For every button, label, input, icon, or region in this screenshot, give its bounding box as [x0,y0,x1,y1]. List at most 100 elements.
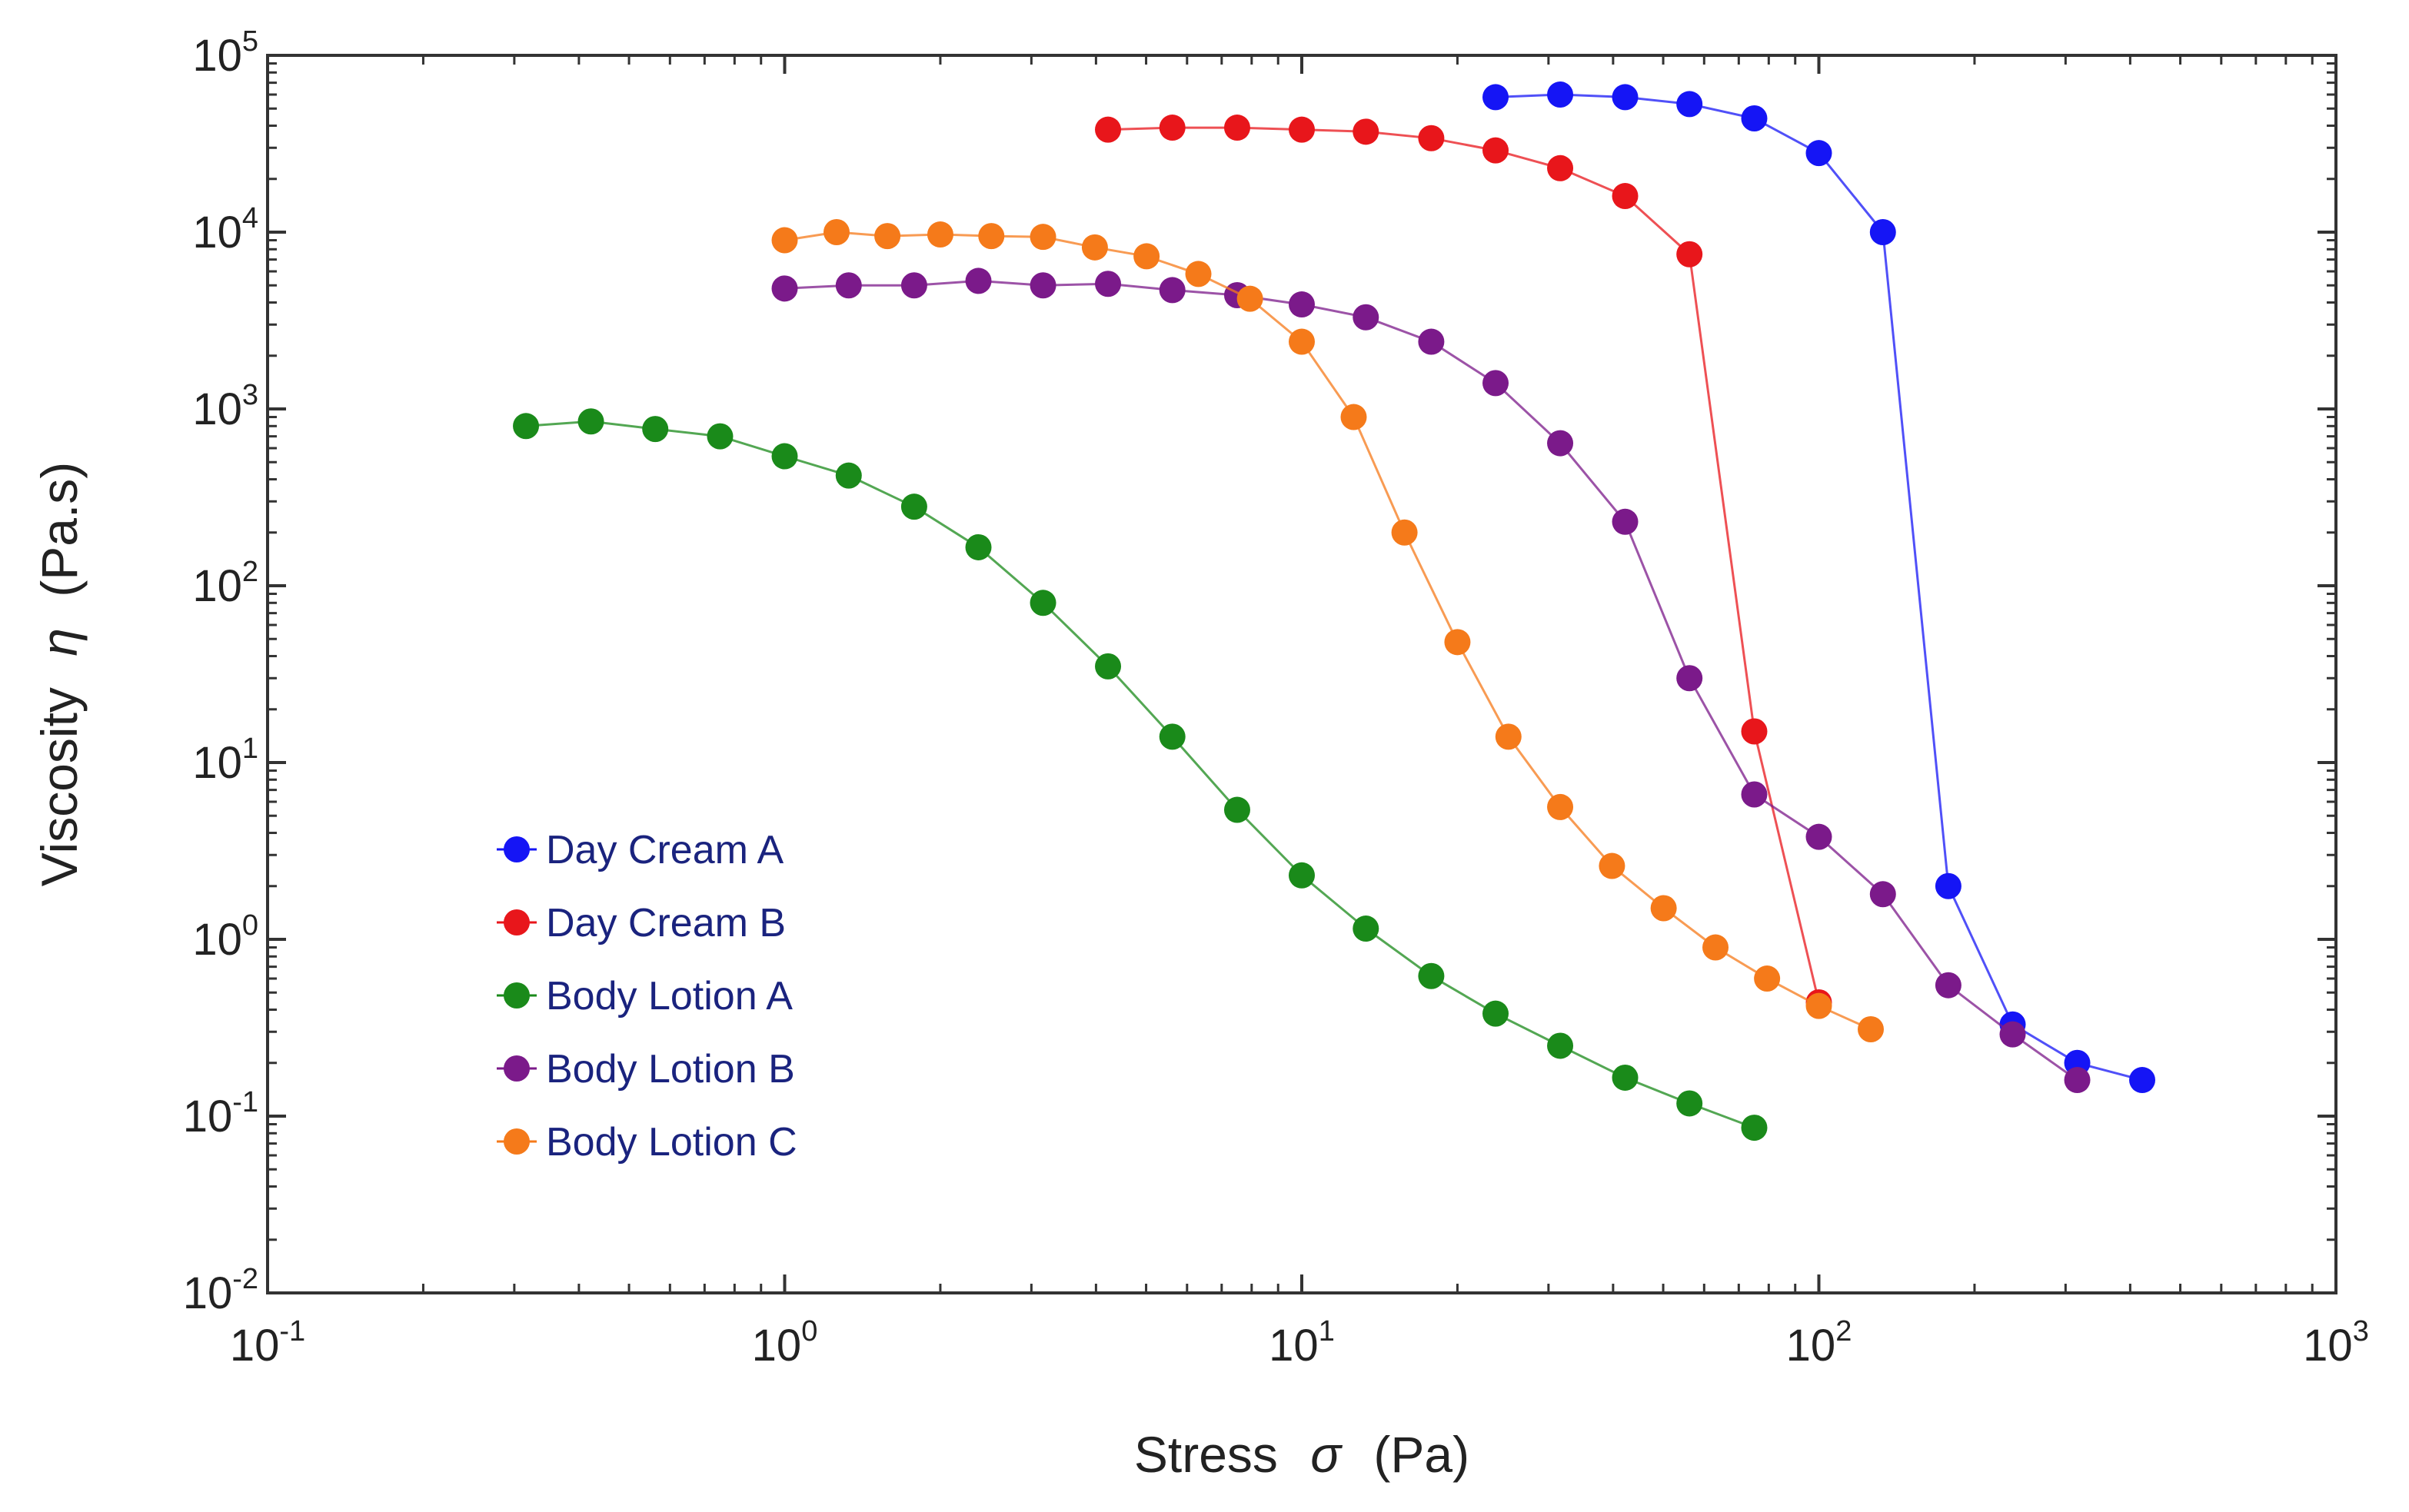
data-point [1353,916,1379,942]
data-point [1869,881,1896,908]
x-axis-title-unit: (Pa) [1373,1426,1469,1483]
y-tick-label: 104 [192,202,258,258]
legend-marker [504,982,530,1009]
data-point [1805,992,1832,1019]
data-point [1805,140,1832,167]
data-point [1095,653,1122,680]
y-tick-base: 10 [192,915,242,965]
data-point [1547,430,1574,457]
legend-item: Body Lotion C [497,1120,797,1165]
data-point [1391,519,1418,546]
data-point [1676,91,1703,118]
y-tick-base: 10 [183,1268,233,1318]
data-point [1353,118,1379,145]
data-point [835,272,862,299]
data-point [1159,115,1186,141]
data-point [1482,137,1509,164]
series-layer [513,81,2156,1141]
legend-label: Day Cream B [546,901,786,945]
data-point [1223,796,1250,823]
major-ticks [266,54,2337,1294]
y-tick-exp: -1 [232,1086,258,1118]
y-tick-base: 10 [192,208,242,258]
series-body-lotion-a [513,408,1768,1141]
y-axis-title-main: Viscosity [31,687,88,886]
x-tick-exp: 1 [1319,1315,1335,1348]
x-tick-label: 103 [2303,1315,2369,1371]
data-point [1676,1090,1703,1117]
legend-label: Body Lotion B [546,1047,795,1092]
data-point [1482,1000,1509,1027]
y-axis-title: Viscosity η (Pa.s) [31,462,88,887]
data-point [835,462,862,489]
legend-marker [504,836,530,862]
data-point [771,275,798,302]
data-point [1081,234,1108,261]
data-point [1289,116,1315,143]
data-point [1418,125,1445,151]
data-point [707,423,734,450]
data-point [1857,1015,1884,1042]
y-axis-title-unit: (Pa.s) [31,462,88,597]
data-point [823,219,850,245]
legend-item: Day Cream B [497,901,786,945]
data-point [1495,723,1522,750]
data-point [965,533,992,560]
data-point [874,223,901,250]
data-point [1289,328,1315,355]
y-tick-label: 102 [192,556,258,611]
data-point [642,416,669,443]
x-tick-base: 10 [1786,1321,1836,1371]
data-point [1741,718,1768,745]
minor-ticks [268,55,2336,1293]
y-tick-label: 105 [192,25,258,81]
data-point [965,268,992,294]
data-point [1289,291,1315,318]
data-point [1482,370,1509,397]
data-point [1289,862,1315,889]
y-tick-label: 10-2 [183,1263,258,1318]
data-point [1547,1032,1574,1059]
data-point [1236,285,1263,312]
x-tick-label: 102 [1786,1315,1852,1371]
data-point [1418,962,1445,989]
data-point [1030,272,1056,299]
data-point [1612,508,1639,535]
data-point [1676,241,1703,268]
y-tick-exp: 0 [242,909,258,942]
y-tick-exp: 4 [242,202,258,234]
x-tick-exp: -1 [279,1315,305,1348]
series-day-cream-a [1482,81,2156,1094]
y-tick-exp: 5 [242,25,258,58]
data-point [1340,404,1367,430]
data-point [1159,277,1186,304]
series-body-lotion-c [771,219,1884,1042]
series-line [784,231,1872,1031]
data-point [1599,852,1625,879]
x-tick-base: 10 [1269,1321,1319,1371]
data-point [2129,1067,2156,1094]
y-tick-exp: 1 [242,733,258,765]
y-tick-base: 10 [192,561,242,611]
legend-marker [504,909,530,935]
data-point [1869,219,1896,245]
y-tick-label: 101 [192,733,258,788]
data-point [1095,271,1122,297]
y-tick-exp: -2 [232,1263,258,1295]
data-point [771,227,798,254]
data-point [927,221,953,248]
data-point [1185,261,1212,287]
y-tick-base: 10 [192,738,242,788]
data-point [1095,116,1122,143]
data-point [1133,243,1160,270]
legend-marker [504,1128,530,1155]
y-tick-base: 10 [192,384,242,434]
data-point [1741,1115,1768,1141]
x-tick-labels: 10-1 100 101 102 103 [230,1315,2369,1371]
data-point [1999,1021,2026,1048]
legend: Day Cream A Day Cream B Body Lotion A Body … [497,828,797,1165]
x-tick-base: 10 [752,1321,802,1371]
data-point [1444,629,1471,656]
